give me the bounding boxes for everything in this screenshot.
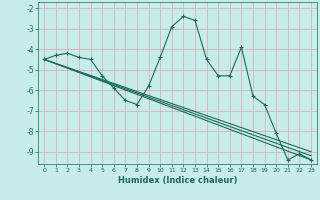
- X-axis label: Humidex (Indice chaleur): Humidex (Indice chaleur): [118, 176, 237, 185]
